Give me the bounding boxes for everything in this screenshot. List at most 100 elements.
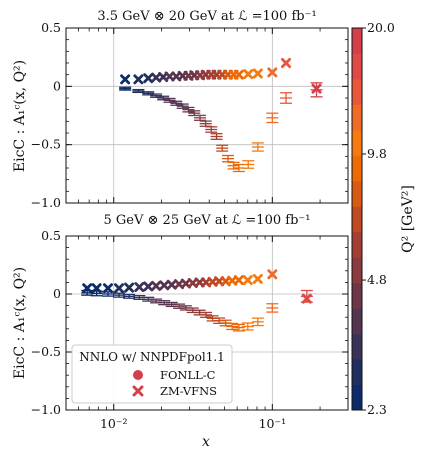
fonll-point [251, 317, 264, 327]
bottom-panel-xlabel: x [202, 434, 210, 450]
zmvfns-point [143, 281, 154, 292]
bottom-panel-frame [65, 235, 349, 411]
bottom-panel: 5 GeV ⊗ 25 GeV at ℒ =100 fb⁻¹ 0.5 0 −0.5 −1… [12, 213, 349, 450]
zmvfns-point [124, 282, 135, 293]
colorbar-tick-label: 4.8 [367, 272, 387, 287]
zmvfns-point [243, 69, 254, 80]
zmvfns-point [242, 275, 253, 286]
fonll-point [163, 97, 176, 103]
zmvfns-point [233, 69, 244, 80]
colorbar-segment [352, 333, 362, 360]
legend-marker-zmvfns [132, 385, 144, 397]
fonll-point [176, 103, 189, 109]
legend-box [71, 344, 233, 404]
colorbar-segments [352, 28, 362, 411]
zmvfns-point [233, 275, 244, 286]
ytick-label: −1.0 [31, 195, 61, 210]
zmvfns-point [133, 74, 144, 85]
colorbar-segment [352, 359, 362, 386]
zmvfns-point [311, 83, 322, 94]
top-panel-grid [66, 28, 348, 203]
zmvfns-point [252, 273, 263, 284]
colorbar-segment [352, 257, 362, 284]
xtick-label: 10⁻² [100, 416, 128, 431]
top-panel-marks [119, 58, 323, 173]
zmvfns-point [252, 68, 263, 79]
top-panel-ylabel: EicC : A₁ᶜ(x, Q²) [12, 60, 28, 172]
bottom-panel-title: 5 GeV ⊗ 25 GeV at ℒ =100 fb⁻¹ [104, 213, 311, 228]
fonll-point [266, 112, 279, 124]
zmvfns-point [114, 283, 125, 294]
colorbar-segment [352, 282, 362, 309]
top-panel: 3.5 GeV ⊗ 20 GeV at ℒ =100 fb⁻¹ 0.5 0 −0.5… [12, 9, 349, 210]
ytick-label: −0.5 [31, 344, 61, 359]
bottom-panel-ylabel: EicC : A₁ᶜ(x, Q²) [12, 267, 28, 379]
fonll-point [194, 114, 207, 121]
legend: NNLO w/ NNPDFpol1.1 FONLL-C ZM-VFNS [71, 344, 233, 404]
zmvfns-point [82, 283, 93, 294]
fonll-point [199, 120, 212, 127]
colorbar-segment [352, 384, 362, 411]
fonll-point [119, 86, 132, 91]
legend-marker-fonll [133, 370, 143, 380]
legend-title: NNLO w/ NNPDFpol1.1 [79, 350, 225, 364]
colorbar-segment [352, 155, 362, 182]
fonll-point [205, 126, 218, 133]
fonll-point [221, 154, 234, 163]
zmvfns-point [281, 58, 292, 68]
colorbar-segment [352, 28, 362, 54]
colorbar-tick-label: 20.0 [367, 20, 395, 35]
colorbar-tick-label: 9.8 [367, 146, 387, 161]
ytick-label: −1.0 [31, 402, 61, 417]
ytick-label: −0.5 [31, 137, 61, 152]
colorbar-segment [352, 231, 362, 258]
xtick-label: 10⁻¹ [259, 416, 287, 431]
fonll-point [113, 292, 126, 298]
fonll-point [266, 303, 279, 313]
zmvfns-point [301, 293, 312, 304]
colorbar-segment [352, 104, 362, 131]
bottom-panel-marks [81, 269, 313, 332]
top-panel-frame [65, 27, 349, 204]
colorbar-segment [352, 53, 362, 80]
bottom-panel-ticks: 0.5 0 −0.5 −1.0 10⁻² 10⁻¹ [31, 228, 348, 431]
zmvfns-point [120, 74, 131, 85]
colorbar-tick-label: 2.3 [367, 402, 387, 417]
fonll-point [251, 142, 264, 152]
ytick-label: 0.5 [41, 20, 61, 35]
zmvfns-point [134, 282, 145, 293]
fonll-point [226, 322, 239, 331]
colorbar-segment [352, 129, 362, 156]
colorbar-ticks: 2.3 4.8 9.8 20.0 [362, 20, 395, 417]
top-panel-title: 3.5 GeV ⊗ 20 GeV at ℒ =100 fb⁻¹ [97, 9, 316, 24]
fonll-point [280, 92, 293, 104]
fonll-point [123, 293, 136, 299]
zmvfns-point [102, 283, 113, 294]
fonll-point [170, 100, 183, 106]
colorbar-frame [351, 27, 363, 411]
fonll-point [200, 311, 213, 318]
colorbar-segment [352, 78, 362, 105]
colorbar-segment [352, 308, 362, 335]
top-panel-ticks: 0.5 0 −0.5 −1.0 [31, 20, 348, 210]
zmvfns-point [159, 280, 170, 291]
colorbar: 2.3 4.8 9.8 20.0 Q² [GeV²] [351, 20, 416, 417]
fonll-point [241, 322, 254, 331]
fonll-point [216, 144, 229, 152]
zmvfns-point [91, 283, 102, 294]
zmvfns-point [143, 73, 154, 84]
zmvfns-point [151, 280, 162, 291]
colorbar-label: Q² [GeV²] [400, 185, 416, 253]
ytick-label: 0.5 [41, 228, 61, 243]
fonll-point [219, 319, 232, 327]
fonll-point [142, 91, 155, 96]
ytick-label: 0 [53, 78, 61, 93]
legend-entry-fonll: FONLL-C [160, 368, 216, 382]
fonll-point [182, 106, 195, 113]
zmvfns-point [166, 279, 177, 290]
zmvfns-point [267, 269, 278, 280]
ytick-label: 0 [53, 286, 61, 301]
colorbar-segment [352, 206, 362, 233]
fonll-point [232, 323, 245, 332]
